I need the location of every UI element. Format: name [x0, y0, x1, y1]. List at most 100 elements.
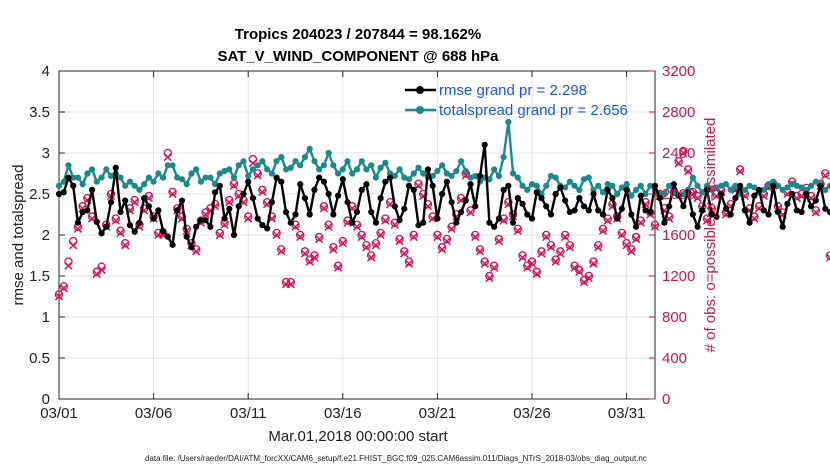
- rmse-point: [301, 195, 309, 202]
- rmse-point: [70, 182, 77, 189]
- totalspread-point: [98, 174, 105, 181]
- totalspread-point: [221, 167, 228, 175]
- y-tick-label: 2.5: [29, 186, 50, 203]
- totalspread-point: [793, 182, 801, 189]
- rmse-point: [708, 211, 715, 218]
- rmse-point: [689, 211, 696, 218]
- totalspread-point: [150, 178, 157, 185]
- obs-possible-point: [560, 230, 570, 240]
- rmse-point: [632, 223, 640, 230]
- rmse-point: [718, 190, 725, 198]
- rmse-point: [491, 223, 498, 230]
- rmse-point: [495, 215, 503, 222]
- rmse-point: [339, 176, 346, 183]
- rmse-point: [349, 219, 356, 226]
- totalspread-point: [472, 172, 479, 180]
- rmse-point: [141, 195, 148, 202]
- y2-tick-label: 400: [662, 350, 687, 367]
- totalspread-point: [415, 164, 422, 171]
- obs-assimilated-point: [381, 216, 390, 225]
- rmse-point: [226, 205, 233, 212]
- legend-rmse-label: rmse grand pr = 2.298: [439, 82, 587, 99]
- obs-assimilated-point: [433, 232, 442, 242]
- obs-assimilated-point: [532, 269, 541, 279]
- totalspread-point: [543, 182, 550, 189]
- rmse-point: [268, 199, 275, 206]
- rmse-point: [297, 181, 304, 188]
- rmse-point: [486, 219, 493, 226]
- obs-assimilated-point: [556, 249, 565, 258]
- rmse-point: [159, 227, 167, 234]
- totalspread-point: [420, 170, 427, 177]
- totalspread-point: [311, 158, 318, 165]
- rmse-point: [784, 200, 791, 207]
- obs-assimilated-point: [622, 241, 631, 250]
- rmse-point: [524, 211, 531, 218]
- totalspread-point: [226, 166, 233, 173]
- obs-possible-point: [414, 179, 423, 188]
- totalspread-point: [169, 162, 176, 169]
- rmse-point: [410, 186, 417, 193]
- totalspread-point: [689, 174, 696, 181]
- obs-possible-point: [295, 230, 305, 240]
- obs-possible-point: [54, 290, 64, 299]
- rmse-point: [462, 197, 469, 204]
- obs-assimilated-point: [111, 216, 120, 225]
- obs-possible-point: [59, 281, 68, 291]
- x-tick-label: 03/06: [135, 405, 173, 422]
- totalspread-point: [320, 162, 327, 169]
- rmse-point: [604, 186, 611, 193]
- totalspread-point: [713, 184, 720, 191]
- obs-possible-point: [551, 255, 560, 264]
- obs-possible-point: [489, 261, 499, 270]
- totalspread-point: [278, 154, 285, 161]
- rmse-point: [420, 219, 427, 226]
- totalspread-point: [159, 174, 167, 181]
- obs-assimilated-point: [253, 171, 262, 180]
- x-tick-label: 03/21: [419, 405, 457, 422]
- totalspread-point: [207, 174, 214, 181]
- rmse-point: [178, 197, 186, 204]
- rmse-point: [746, 219, 753, 226]
- rmse-point: [103, 223, 110, 230]
- totalspread-point: [117, 174, 124, 181]
- totalspread-point: [618, 184, 625, 191]
- totalspread-point: [334, 170, 342, 177]
- rmse-point: [661, 219, 668, 226]
- rmse-point: [798, 208, 805, 216]
- totalspread-point: [751, 184, 758, 191]
- totalspread-point: [765, 181, 772, 188]
- totalspread-point: [609, 182, 616, 189]
- rmse-point: [89, 186, 96, 193]
- rmse-point: [552, 190, 559, 198]
- rmse-point: [595, 207, 602, 214]
- chart-title: Tropics 204023 / 207844 = 98.162%: [235, 26, 481, 43]
- totalspread-point: [358, 158, 365, 165]
- rmse-point: [439, 190, 446, 198]
- rmse-point: [685, 189, 692, 196]
- obs-assimilated-point: [821, 171, 830, 180]
- rmse-point: [812, 197, 819, 204]
- rmse-point: [216, 182, 223, 189]
- totalspread-point: [235, 162, 242, 169]
- rmse-point: [817, 182, 824, 189]
- obs-assimilated-point: [584, 273, 593, 283]
- obs-assimilated-point: [97, 265, 106, 274]
- obs-assimilated-point: [438, 245, 447, 254]
- totalspread-point: [126, 178, 134, 185]
- obs-assimilated-point: [679, 148, 688, 158]
- x-axis-ticks: 03/01 03/06 03/11 03/16 03/21 03/26 03/31: [40, 71, 645, 422]
- rmse-point: [415, 222, 422, 229]
- obs-possible-point: [177, 212, 187, 221]
- y-tick-label: 1.5: [29, 268, 50, 285]
- series-lines: [55, 118, 830, 251]
- rmse-point: [344, 199, 351, 206]
- totalspread-point: [642, 190, 649, 198]
- rmse-point: [311, 186, 318, 193]
- rmse-point: [136, 219, 143, 226]
- totalspread-point: [718, 182, 725, 189]
- obs-assimilated-point: [277, 247, 286, 256]
- obs-possible-point: [111, 214, 121, 223]
- obs-assimilated-point: [367, 253, 376, 262]
